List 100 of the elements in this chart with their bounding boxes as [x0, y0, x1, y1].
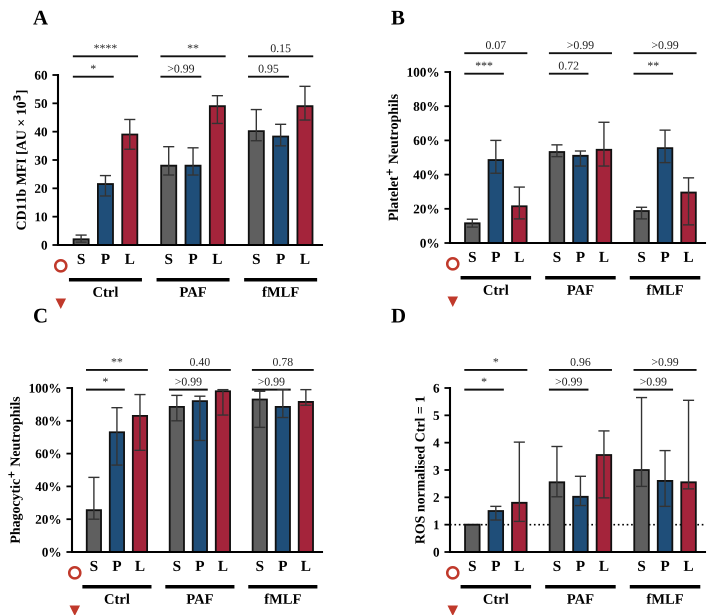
- y-axis-title: Platelet$^{+}$ Neutrophils: [386, 94, 401, 221]
- x-tick-label: P: [660, 252, 670, 262]
- x-tick-label: P: [278, 560, 288, 571]
- text: Ctrl: [93, 286, 118, 297]
- y-tick-label: 20%: [36, 515, 60, 524]
- x-tick-label: S: [256, 560, 264, 572]
- y-tick-label: 60%: [414, 136, 438, 146]
- text: Ctrl: [484, 284, 509, 295]
- x-tick-label: L: [300, 254, 310, 264]
- text: **: [648, 62, 659, 66]
- y-tick-label: 6: [433, 384, 440, 393]
- text: >0.99: [175, 378, 202, 386]
- x-tick-label: L: [135, 560, 144, 571]
- x-tick-label: L: [599, 252, 608, 262]
- text: >0.99: [640, 378, 666, 386]
- y-tick-label: 60: [34, 70, 48, 80]
- text: *: [103, 378, 108, 382]
- y-tick-label: 20: [34, 184, 48, 194]
- text: ***: [476, 62, 492, 66]
- text: fMLF: [264, 594, 301, 604]
- text: >0.99: [258, 378, 284, 386]
- text: ****: [94, 44, 117, 49]
- x-tick-label: L: [599, 560, 608, 571]
- x-tick-label: S: [638, 252, 646, 262]
- y-tick-label: 40%: [413, 170, 438, 180]
- y-axis-title: CD11b MFI [AU × 10$^{3}$]: [13, 90, 28, 230]
- y-tick-label: 1: [434, 520, 439, 530]
- y-tick-label: 40%: [35, 482, 60, 492]
- text: *: [90, 64, 96, 70]
- x-tick-label: S: [468, 560, 476, 572]
- text: Ctrl: [104, 594, 130, 604]
- y-axis-title: ROS normalised Ctrl = 1: [414, 396, 425, 544]
- text: fMLF: [646, 594, 683, 604]
- text: >0.99: [652, 41, 678, 50]
- chart-title: D: [391, 308, 406, 322]
- y-tick-label: 30: [34, 156, 48, 165]
- x-tick-label: L: [124, 254, 134, 264]
- text: *: [493, 358, 498, 362]
- x-tick-label: P: [195, 560, 204, 571]
- x-tick-label: P: [660, 560, 670, 571]
- x-tick-label: L: [684, 560, 693, 571]
- y-tick-label: 5: [434, 411, 440, 420]
- text: PAF: [567, 594, 594, 604]
- x-tick-label: P: [101, 254, 110, 264]
- text: 0.72: [558, 62, 578, 70]
- x-tick-label: L: [212, 254, 222, 264]
- text: 0.96: [570, 358, 590, 366]
- x-tick-label: P: [576, 560, 585, 571]
- text: **: [188, 44, 198, 49]
- text: 0.78: [272, 358, 293, 366]
- y-tick-label: 3: [433, 466, 440, 475]
- x-tick-label: S: [165, 254, 172, 264]
- x-tick-label: P: [276, 254, 285, 264]
- chart-title: A: [33, 10, 48, 24]
- text: 0.07: [486, 41, 506, 50]
- y-tick-label: 2: [434, 493, 440, 502]
- chart-title: B: [391, 10, 404, 25]
- y-tick-label: 0%: [42, 548, 60, 557]
- text: PAF: [180, 287, 206, 297]
- x-tick-label: L: [301, 560, 310, 571]
- x-tick-label: S: [90, 560, 98, 572]
- y-tick-label: 80%: [36, 416, 60, 426]
- text: 0.40: [190, 358, 210, 366]
- text: Ctrl: [484, 594, 509, 604]
- x-tick-label: S: [554, 560, 561, 572]
- x-tick-label: P: [112, 560, 122, 571]
- x-tick-label: P: [491, 560, 500, 571]
- text: *: [482, 378, 486, 382]
- text: 0.95: [258, 64, 278, 73]
- y-tick-label: 20%: [414, 204, 438, 214]
- y-tick-label: 50: [34, 99, 48, 108]
- y-tick-label: 40: [34, 127, 48, 136]
- y-tick-label: 10: [35, 212, 48, 222]
- x-tick-label: P: [188, 254, 198, 264]
- x-tick-label: P: [491, 252, 500, 262]
- y-tick-label: 0: [41, 240, 48, 250]
- x-tick-label: S: [554, 252, 561, 262]
- y-tick-label: 0%: [420, 238, 438, 248]
- text: PAF: [186, 594, 213, 604]
- x-tick-label: L: [684, 252, 693, 262]
- x-tick-label: S: [252, 254, 260, 264]
- text: PAF: [567, 285, 594, 295]
- x-tick-label: L: [218, 560, 228, 571]
- x-tick-label: L: [514, 560, 524, 571]
- y-tick-label: 80%: [414, 102, 438, 111]
- text: >0.99: [652, 358, 678, 366]
- text: >0.99: [168, 64, 194, 73]
- y-tick-label: 4: [433, 438, 440, 448]
- text: fMLF: [262, 286, 299, 297]
- x-tick-label: S: [173, 560, 180, 572]
- text: >0.99: [556, 378, 582, 386]
- y-tick-label: 100%: [408, 68, 438, 77]
- y-tick-label: 60%: [36, 449, 60, 458]
- y-tick-label: 0: [433, 548, 440, 557]
- x-tick-label: P: [576, 252, 585, 262]
- text: fMLF: [646, 284, 683, 295]
- y-axis-title: Phagocytic$^{+}$ Neutrophils: [8, 396, 23, 544]
- text: **: [112, 358, 122, 362]
- x-tick-label: S: [638, 560, 646, 572]
- x-tick-label: S: [468, 252, 476, 262]
